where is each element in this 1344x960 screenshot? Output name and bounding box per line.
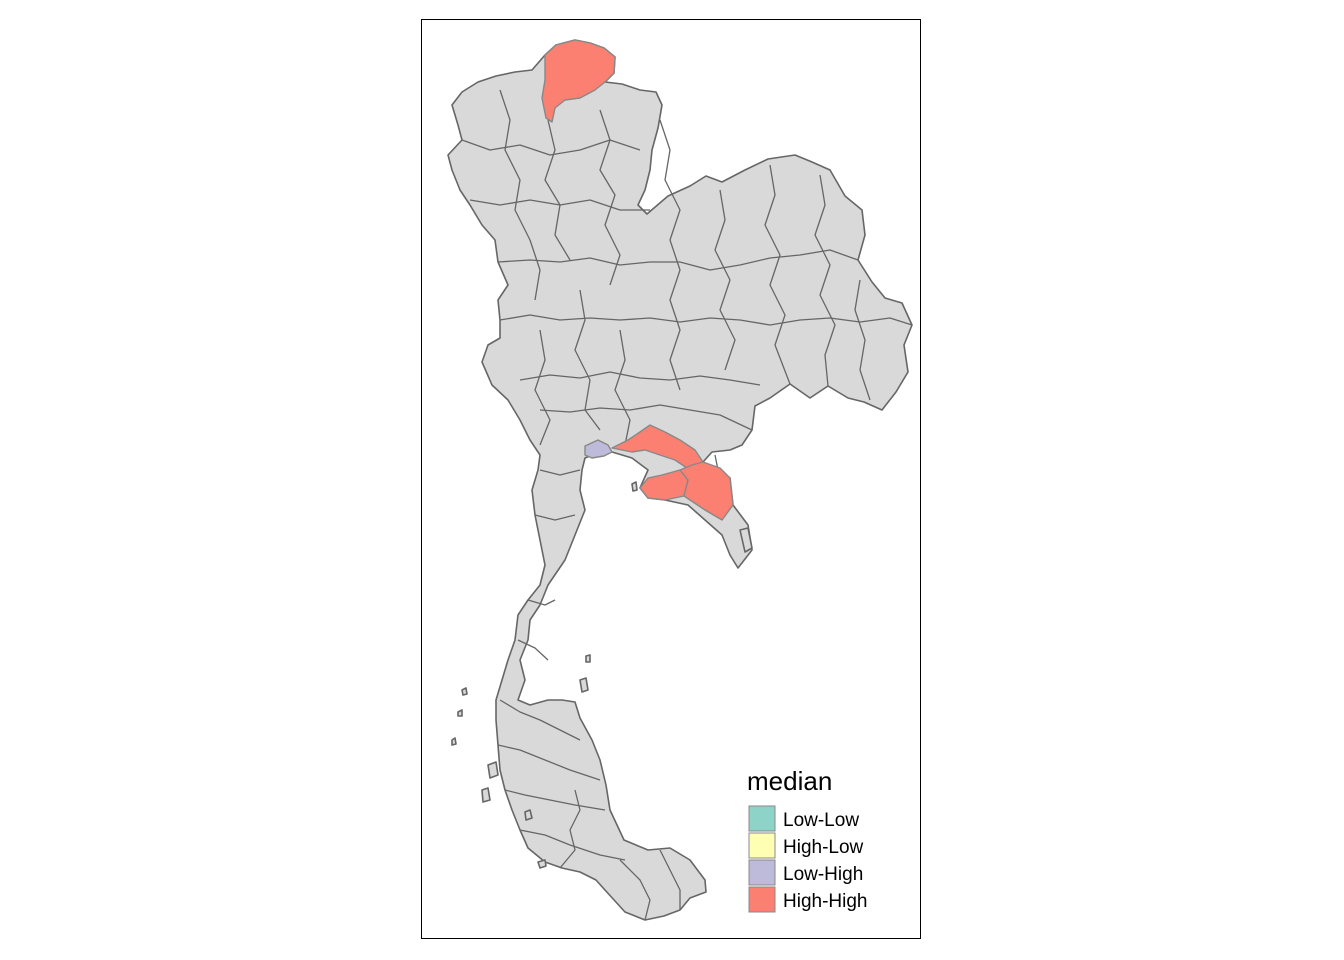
region-high-high-north: [541, 39, 616, 123]
legend-label-high-high: High-High: [783, 891, 867, 912]
province-border: [534, 329, 551, 446]
legend-swatch-high-low: [748, 832, 776, 859]
province-border: [499, 89, 541, 301]
province-border: [659, 119, 681, 391]
province-border: [714, 189, 736, 371]
island: [739, 527, 753, 553]
province-border: [497, 744, 601, 781]
province-border: [499, 699, 581, 741]
island: [579, 677, 589, 693]
province-border: [574, 289, 601, 431]
legend-swatch-high-high: [748, 886, 776, 913]
legend-swatch-low-high: [748, 859, 776, 886]
province-border: [527, 599, 556, 606]
island: [631, 481, 638, 492]
island: [481, 787, 491, 803]
island: [537, 859, 547, 869]
legend-swatch-low-low: [748, 805, 776, 832]
province-border: [814, 174, 836, 387]
province-border: [497, 249, 859, 271]
legend-label-low-high: Low-High: [783, 864, 863, 885]
legend-items: Low-Low High-Low Low-High High-High: [748, 805, 867, 913]
province-border: [764, 164, 791, 385]
island: [524, 809, 533, 821]
province-border: [499, 314, 913, 326]
province-border: [469, 199, 650, 211]
province-border: [539, 469, 581, 476]
province-border: [539, 404, 753, 431]
island: [457, 709, 463, 717]
province-border: [461, 139, 641, 156]
island: [461, 687, 468, 696]
province-border: [559, 789, 581, 869]
province-border: [659, 849, 681, 910]
province-border: [614, 329, 631, 446]
highlighted-regions: [541, 39, 734, 521]
legend-label-high-low: High-Low: [783, 837, 864, 858]
islands: [451, 481, 753, 869]
province-border: [619, 859, 651, 921]
legend-title: median: [747, 766, 832, 796]
province-border: [544, 119, 571, 261]
legend-label-low-low: Low-Low: [783, 810, 859, 831]
legend: median Low-Low High-Low Low-High High-High: [747, 766, 867, 913]
province-border: [854, 279, 871, 401]
province-border: [517, 639, 549, 661]
island: [451, 737, 457, 746]
province-border: [519, 371, 761, 386]
region-high-high-eastern-2: [679, 461, 734, 521]
province-border: [534, 514, 576, 521]
island: [487, 761, 499, 779]
province-border: [519, 829, 626, 861]
island: [585, 654, 591, 663]
region-high-high-gulf-east: [611, 424, 704, 471]
region-low-high-gulf-west: [584, 439, 613, 459]
province-borders: [461, 89, 913, 921]
province-border: [504, 789, 606, 811]
